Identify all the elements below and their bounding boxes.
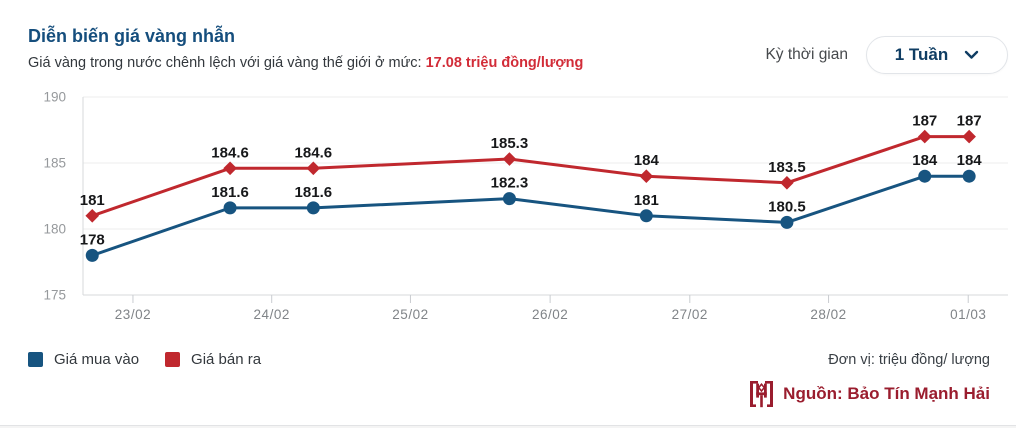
legend-swatch-buy xyxy=(28,352,43,367)
data-point-label: 184.6 xyxy=(211,144,249,161)
x-axis-tick-label: 24/02 xyxy=(254,307,290,322)
x-axis-tick-label: 27/02 xyxy=(672,307,708,322)
legend-label-buy: Giá mua vào xyxy=(54,351,140,368)
period-selected-value: 1 Tuần xyxy=(894,45,949,64)
data-point-diamond[interactable] xyxy=(962,129,976,144)
data-point-label: 184.6 xyxy=(295,144,333,161)
data-point-diamond[interactable] xyxy=(223,161,237,176)
data-point-diamond[interactable] xyxy=(502,152,517,166)
data-point-label: 185.3 xyxy=(491,135,529,152)
data-point-diamond[interactable] xyxy=(917,129,932,144)
data-point-diamond[interactable] xyxy=(780,176,794,190)
chevron-down-icon xyxy=(964,50,979,60)
source-row: Nguồn: Bảo Tín Mạnh Hải xyxy=(749,380,990,408)
y-axis-tick-label: 180 xyxy=(43,222,66,237)
y-axis-tick-label: 190 xyxy=(43,90,66,105)
y-axis-tick-label: 185 xyxy=(43,156,66,171)
chart-canvas: 190 185 180 175 23/02 24/02 25/02 26/02 27/02 28/… xyxy=(43,90,1008,322)
series-line-circle xyxy=(90,174,971,257)
series-line-diamond xyxy=(90,135,971,218)
data-point-circle[interactable] xyxy=(85,248,99,262)
data-point-label: 180.5 xyxy=(768,198,806,215)
line-chart: 190 185 180 175 23/02 24/02 25/02 26/02 27/02 28/… xyxy=(0,85,1016,325)
legend-label-sell: Giá bán ra xyxy=(191,351,262,368)
data-point-label: 181 xyxy=(80,192,105,209)
section-divider xyxy=(0,425,1016,428)
data-point-label: 184 xyxy=(957,152,983,169)
subtitle: Giá vàng trong nước chênh lệch với giá v… xyxy=(28,53,583,73)
data-point-circle[interactable] xyxy=(918,169,932,183)
data-point-circle[interactable] xyxy=(502,192,516,206)
period-dropdown[interactable]: 1 Tuần xyxy=(866,36,1008,74)
data-point-diamond[interactable] xyxy=(306,161,321,176)
bao-tin-manh-hai-logo-icon xyxy=(749,380,774,408)
data-point-label: 184 xyxy=(912,152,938,169)
y-axis-tick-label: 175 xyxy=(43,288,66,303)
data-point-circle[interactable] xyxy=(223,201,237,215)
source-label: Nguồn: Bảo Tín Mạnh Hải xyxy=(783,384,990,403)
data-point-label: 187 xyxy=(957,113,982,130)
unit-label: Đơn vị: triệu đồng/ lượng xyxy=(828,351,990,368)
x-axis-tick-label: 23/02 xyxy=(115,307,151,322)
data-point-circle[interactable] xyxy=(639,209,653,223)
data-point-label: 178 xyxy=(80,231,105,248)
period-label: Kỳ thời gian xyxy=(765,46,848,63)
chart-header: Diễn biến giá vàng nhẫn Giá vàng trong n… xyxy=(28,24,583,73)
data-point-circle[interactable] xyxy=(962,169,976,183)
data-point-diamond[interactable] xyxy=(639,169,654,183)
data-point-label: 184 xyxy=(634,152,660,169)
subtitle-text: Giá vàng trong nước chênh lệch với giá v… xyxy=(28,55,426,71)
legend-row: Giá mua vào Giá bán ra Đơn vị: triệu đồn… xyxy=(28,351,990,368)
x-axis-tick-label: 28/02 xyxy=(810,307,846,322)
period-control: Kỳ thời gian 1 Tuần xyxy=(765,36,1008,74)
page-title: Diễn biến giá vàng nhẫn xyxy=(28,26,236,46)
legend-item-sell[interactable]: Giá bán ra xyxy=(165,351,261,368)
legend-swatch-sell xyxy=(165,352,181,367)
x-axis-tick-label: 01/03 xyxy=(950,307,986,322)
legend-item-buy[interactable]: Giá mua vào xyxy=(28,351,139,368)
x-axis-tick-label: 26/02 xyxy=(532,307,568,322)
data-point-label: 187 xyxy=(912,113,937,130)
data-point-diamond[interactable] xyxy=(85,209,100,223)
data-point-label: 181.6 xyxy=(295,184,333,201)
chart-legend: Giá mua vào Giá bán ra xyxy=(28,351,261,368)
x-axis-tick-label: 25/02 xyxy=(392,307,428,322)
data-point-label: 183.5 xyxy=(768,159,806,176)
data-point-label: 182.3 xyxy=(491,175,529,192)
data-point-circle[interactable] xyxy=(306,201,320,215)
data-point-label: 181.6 xyxy=(211,184,249,201)
data-point-circle[interactable] xyxy=(780,215,794,229)
data-point-label: 181 xyxy=(634,192,659,209)
price-difference-value: 17.08 triệu đồng/lượng xyxy=(425,55,584,71)
